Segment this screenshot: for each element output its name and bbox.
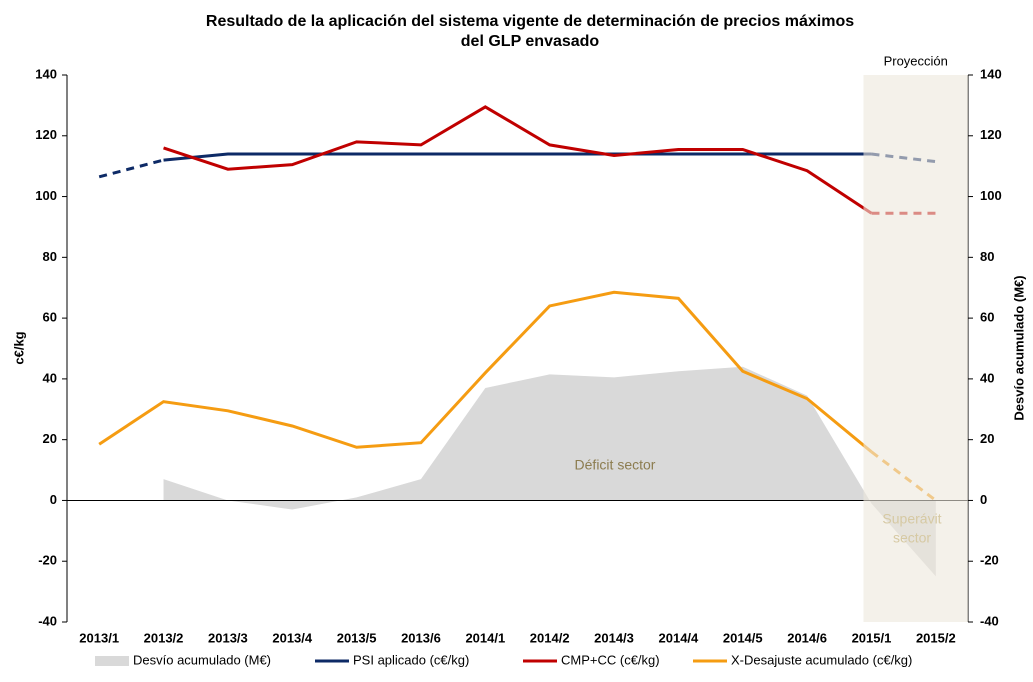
x-tick-label: 2014/6 [787,630,827,645]
area [163,366,936,577]
line [98,290,873,453]
y-tick-label: 140 [35,66,57,81]
y-tick-label: -20 [38,553,57,568]
y2-tick-label: 20 [980,431,994,446]
x-tick-label: 2014/2 [530,630,570,645]
x-tick-label: 2013/5 [337,630,377,645]
legend-swatch [95,656,129,666]
y2-tick-label: -40 [980,613,999,628]
line [163,105,873,215]
annotation: Proyección [884,53,948,68]
y2-tick-label: 60 [980,310,994,325]
annotation: sector [893,530,931,546]
y-tick-label: 0 [50,492,57,507]
y2-tick-label: -20 [980,553,999,568]
y2-tick-label: 40 [980,370,994,385]
x-tick-label: 2013/4 [272,630,313,645]
x-tick-label: 2013/6 [401,630,441,645]
y2-tick-label: 80 [980,249,994,264]
y2-axis-label: Desvío acumulado (M€) [1011,275,1026,420]
annotation: Déficit sector [575,457,656,473]
y-tick-label: 40 [43,370,57,385]
x-tick-label: 2013/1 [79,630,119,645]
y-tick-label: 80 [43,249,57,264]
chart-title: del GLP envasado [461,33,600,50]
x-tick-label: 2013/2 [144,630,184,645]
y-tick-label: 20 [43,431,57,446]
y2-tick-label: 100 [980,188,1002,203]
x-tick-label: 2014/3 [594,630,634,645]
y-axis-label: c€/kg [11,331,26,364]
line [98,158,164,179]
y-tick-label: 60 [43,310,57,325]
x-tick-label: 2015/1 [852,630,892,645]
legend-label: PSI aplicado (c€/kg) [353,652,469,667]
legend-label: X-Desajuste acumulado (c€/kg) [731,652,912,667]
y2-tick-label: 140 [980,66,1002,81]
x-tick-label: 2015/2 [916,630,956,645]
plot [98,105,937,577]
x-tick-label: 2014/5 [723,630,763,645]
projection-band [863,75,968,622]
legend-label: CMP+CC (c€/kg) [561,652,660,667]
x-tick-label: 2013/3 [208,630,248,645]
chart-title: Resultado de la aplicación del sistema v… [206,13,854,30]
y-tick-label: 100 [35,188,57,203]
annotation: Superávit [882,511,941,527]
legend-label: Desvío acumulado (M€) [133,652,271,667]
y2-tick-label: 0 [980,492,987,507]
y-tick-label: -40 [38,613,57,628]
y-tick-label: 120 [35,127,57,142]
y2-tick-label: 120 [980,127,1002,142]
x-tick-label: 2014/1 [465,630,505,645]
x-tick-label: 2014/4 [659,630,700,645]
